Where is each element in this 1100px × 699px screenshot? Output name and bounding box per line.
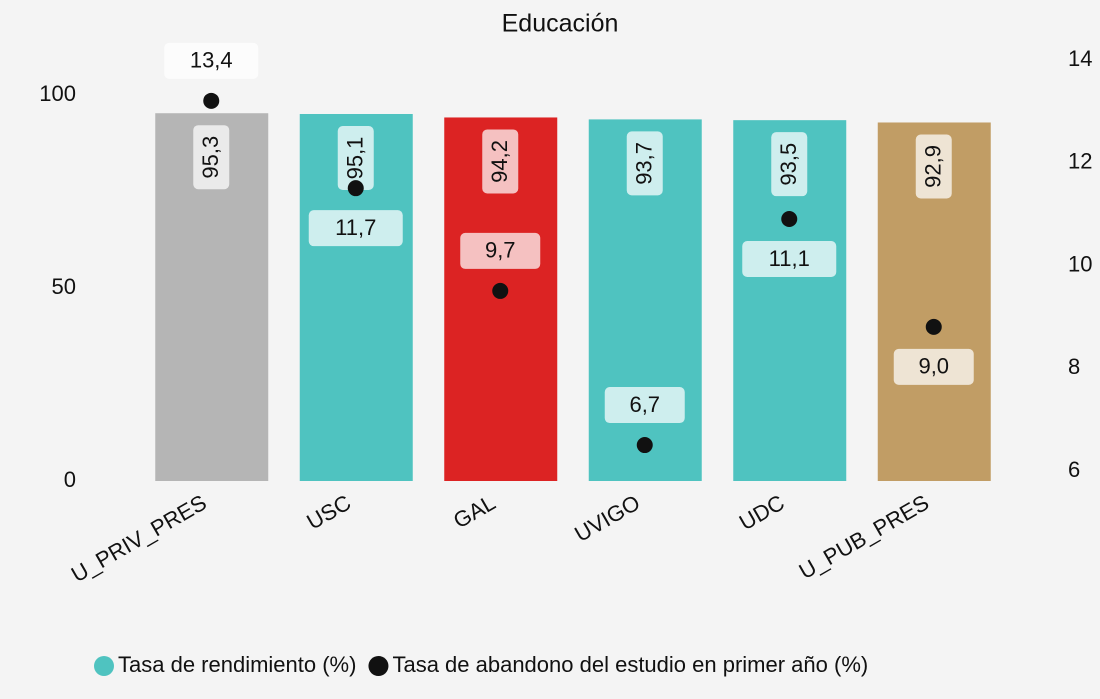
label-box — [482, 129, 519, 194]
legend-swatch — [94, 656, 114, 676]
y-tick-label: 100 — [39, 81, 76, 106]
dot-label-box — [460, 232, 541, 269]
bar-value-label: 92,9 — [915, 134, 952, 199]
bar-value-text: 94,2 — [487, 140, 512, 183]
dot-value-label: 13,4 — [190, 48, 233, 73]
dot-value-label: 9,7 — [485, 238, 516, 263]
y2-tick-label: 10 — [1068, 251, 1092, 276]
chart-title: Educación — [502, 10, 619, 38]
bar-value-text: 95,1 — [343, 137, 368, 180]
label-box — [193, 125, 230, 190]
dot-label-box — [164, 42, 259, 79]
legend-swatch — [368, 656, 389, 676]
bar-value-label: 95,3 — [193, 125, 230, 190]
dot-label-box — [742, 240, 837, 277]
bar-value-label: 95,1 — [337, 125, 374, 190]
dot-label-box — [893, 348, 974, 385]
bar-value-label: 94,2 — [482, 129, 519, 194]
dot — [492, 282, 509, 299]
dot — [203, 92, 220, 109]
label-box — [626, 131, 663, 196]
y2-tick-label: 8 — [1068, 354, 1080, 379]
dot-value-label: 11,1 — [769, 246, 810, 271]
dot-value-label: 11,7 — [335, 215, 376, 240]
dot — [781, 210, 798, 227]
y-tick-label: 50 — [52, 274, 76, 299]
y-tick-label: 0 — [64, 467, 76, 492]
bar-value-text: 95,3 — [198, 136, 223, 179]
label-box — [337, 125, 374, 190]
y2-tick-label: 14 — [1068, 46, 1092, 71]
dot-label-box — [604, 387, 685, 424]
bar-value-label: 93,7 — [626, 131, 663, 196]
dot — [925, 318, 942, 335]
bar-value-label: 93,5 — [771, 132, 808, 197]
legend-label: Tasa de abandono del estudio en primer a… — [392, 652, 868, 677]
label-box — [771, 132, 808, 197]
dot-value-label: 6,7 — [629, 392, 660, 417]
dot-value-label: 9,0 — [918, 354, 949, 379]
dot — [636, 437, 653, 454]
bar-value-text: 93,5 — [776, 143, 801, 186]
y2-tick-label: 6 — [1068, 457, 1080, 482]
dot-label-box — [308, 210, 403, 247]
label-box — [915, 134, 952, 199]
bar-value-text: 92,9 — [921, 145, 946, 188]
legend-label: Tasa de rendimiento (%) — [118, 652, 356, 677]
bar-value-text: 93,7 — [632, 142, 657, 185]
y2-tick-label: 12 — [1068, 149, 1092, 174]
dot — [347, 180, 364, 197]
